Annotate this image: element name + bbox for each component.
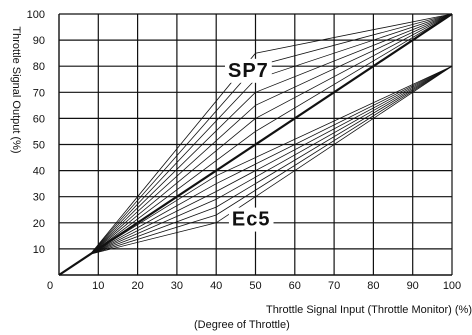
x-tick-label: 10 <box>92 280 104 292</box>
x-tick-label: 50 <box>249 280 261 292</box>
x-axis-subtitle: (Degree of Throttle) <box>194 319 290 331</box>
y-tick-label: 50 <box>33 140 45 152</box>
x-tick-label: 60 <box>289 280 301 292</box>
tick-labels: 10 20 30 40 50 60 70 80 90 100 10 20 30 40 50 60 70 80 90 1… <box>27 9 462 292</box>
x-tick-label: 30 <box>171 280 183 292</box>
y-tick-label: 90 <box>33 35 45 47</box>
x-tick-label: 70 <box>328 280 340 292</box>
x-tick-label: 40 <box>210 280 222 292</box>
x-axis-title: Throttle Signal Input (Throttle Monitor)… <box>266 304 472 316</box>
y-tick-label: 60 <box>33 113 45 125</box>
y-tick-label: 30 <box>33 192 45 204</box>
y-tick-label: 100 <box>27 9 45 21</box>
annotation-sp7: SP7 <box>228 60 269 82</box>
x-tick-label: 90 <box>407 280 419 292</box>
annotation-backing <box>224 58 272 83</box>
y-tick-label: 80 <box>33 61 45 73</box>
y-axis-title: Throttle Signal Output (%) <box>10 26 22 153</box>
y-tick-label: 40 <box>33 166 45 178</box>
curves <box>58 13 453 276</box>
x-tick-label: 20 <box>131 280 143 292</box>
x-tick-label: 80 <box>367 280 379 292</box>
y-tick-label: 20 <box>33 218 45 230</box>
y-tick-label: 70 <box>33 87 45 99</box>
origin-label: 0 <box>47 280 53 292</box>
annotation-ec5: Ec5 <box>232 209 271 231</box>
annotation-backing <box>228 207 274 232</box>
linear-reference-line <box>58 13 453 276</box>
x-tick-label: 100 <box>443 280 461 292</box>
y-tick-label: 10 <box>33 244 45 256</box>
